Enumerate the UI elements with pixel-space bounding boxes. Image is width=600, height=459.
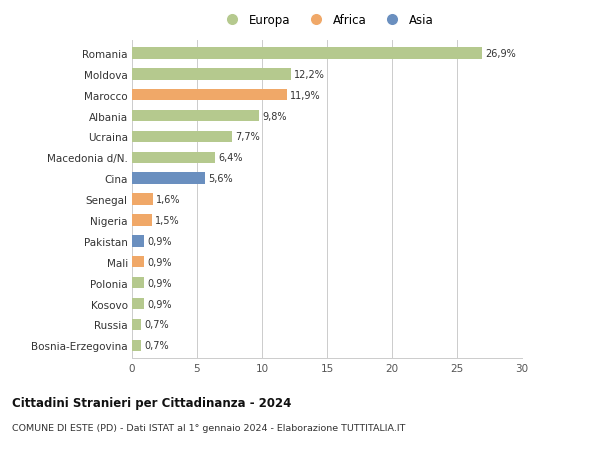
Bar <box>132 69 290 80</box>
Text: Cittadini Stranieri per Cittadinanza - 2024: Cittadini Stranieri per Cittadinanza - 2… <box>12 396 292 409</box>
Text: 0,7%: 0,7% <box>145 319 169 330</box>
Bar <box>132 152 215 164</box>
Text: 0,9%: 0,9% <box>147 236 172 246</box>
Text: 0,9%: 0,9% <box>147 299 172 309</box>
Bar <box>132 131 232 143</box>
Text: 12,2%: 12,2% <box>294 70 325 80</box>
Bar <box>132 111 259 122</box>
Text: 1,5%: 1,5% <box>155 216 179 225</box>
Text: 9,8%: 9,8% <box>263 112 287 121</box>
Text: 0,9%: 0,9% <box>147 278 172 288</box>
Text: 0,7%: 0,7% <box>145 341 169 351</box>
Legend: Europa, Africa, Asia: Europa, Africa, Asia <box>215 9 439 32</box>
Bar <box>132 215 151 226</box>
Text: 6,4%: 6,4% <box>218 153 243 163</box>
Text: 1,6%: 1,6% <box>156 195 181 205</box>
Bar <box>132 194 153 205</box>
Bar <box>132 298 144 309</box>
Bar <box>132 235 144 247</box>
Text: 11,9%: 11,9% <box>290 90 320 101</box>
Text: 7,7%: 7,7% <box>235 132 260 142</box>
Bar <box>132 90 287 101</box>
Text: COMUNE DI ESTE (PD) - Dati ISTAT al 1° gennaio 2024 - Elaborazione TUTTITALIA.IT: COMUNE DI ESTE (PD) - Dati ISTAT al 1° g… <box>12 424 406 432</box>
Text: 26,9%: 26,9% <box>485 49 516 59</box>
Bar <box>132 340 141 351</box>
Text: 5,6%: 5,6% <box>208 174 233 184</box>
Text: 0,9%: 0,9% <box>147 257 172 267</box>
Bar <box>132 257 144 268</box>
Bar <box>132 277 144 289</box>
Bar <box>132 173 205 185</box>
Bar <box>132 48 482 60</box>
Bar <box>132 319 141 330</box>
